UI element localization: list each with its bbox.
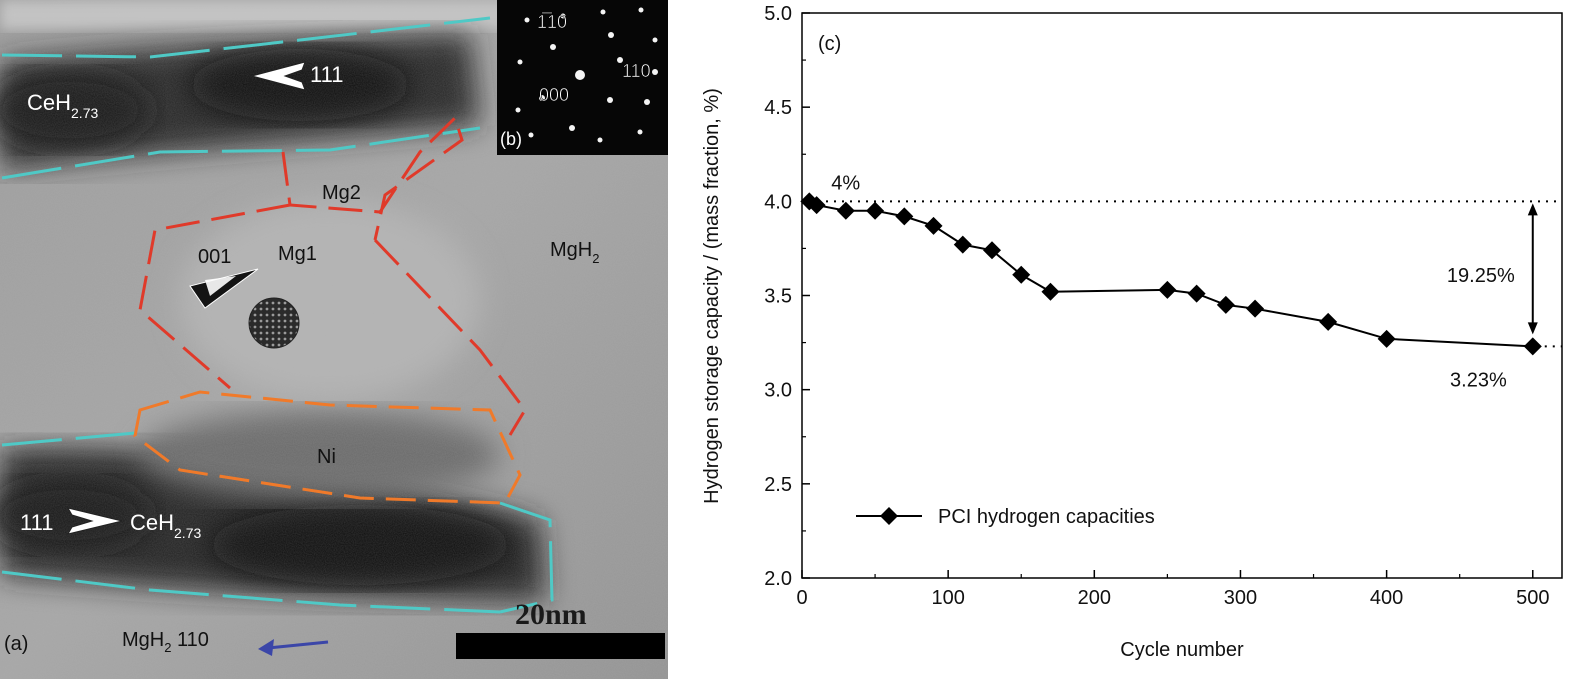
fft-pattern [248, 297, 300, 349]
arrow-111-bottom-icon [66, 507, 123, 535]
ceh-bottom-boundary-upper [1, 431, 136, 447]
y-axis-label: Hydrogen storage capacity / (mass fracti… [701, 88, 723, 504]
x-tick-label: 400 [1370, 587, 1403, 609]
x-tick-label: 300 [1224, 587, 1257, 609]
mg1-boundary [138, 203, 291, 390]
diffraction-label-000: 000 [539, 85, 569, 105]
data-point-marker [1041, 282, 1060, 301]
direction-001-label: 001 [198, 246, 231, 268]
y-tick-label: 2.0 [764, 568, 792, 590]
data-point-marker [924, 216, 943, 235]
panel-a-label: (a) [4, 633, 28, 655]
legend-marker-icon [880, 507, 898, 525]
y-tick-label: 4.0 [764, 191, 792, 213]
ceh-bottom-boundary-right [499, 501, 554, 614]
mgh2-label: MgH2 [550, 239, 599, 266]
ceh-bottom-label: CeH2.73 [130, 510, 201, 541]
arrow-111-top-icon [250, 61, 306, 91]
x-tick-label: 0 [796, 587, 807, 609]
legend-label: PCI hydrogen capacities [938, 506, 1155, 528]
ni-label: Ni [317, 446, 336, 468]
mgh2-110-note: MgH2 110 [122, 629, 209, 655]
data-point-marker [1216, 295, 1235, 314]
data-point-marker [1158, 280, 1177, 299]
x-tick-label: 100 [931, 587, 964, 609]
panel-b-label: (b) [500, 129, 522, 149]
data-point-marker [1523, 337, 1542, 356]
diffraction-inset: 1̅10 110 000 (b) [497, 0, 668, 155]
annotation-loss: 19.25% [1447, 265, 1515, 287]
scale-bar-label: 20nm [515, 598, 587, 631]
data-point-marker [836, 201, 855, 220]
ceh-top-boundary-lower [1, 126, 481, 180]
ceh-bottom-boundary-lower [1, 570, 501, 614]
data-point-marker [1319, 312, 1338, 331]
mg1-label: Mg1 [278, 243, 317, 265]
arrow-001-icon [189, 268, 259, 309]
data-point-marker [953, 235, 972, 254]
data-point-marker [866, 201, 885, 220]
ceh-top-boundary-upper [1, 16, 491, 59]
data-point-marker [1246, 299, 1265, 318]
series-line [808, 200, 1533, 348]
x-tick-label: 500 [1516, 587, 1549, 609]
tem-micrograph: 1̅10 110 000 (b) CeH2.73 111 CeH2.73 111… [0, 0, 668, 679]
direction-111-top-label: 111 [310, 62, 343, 87]
loss-arrow-head-down-icon [1527, 322, 1538, 335]
data-point-marker [1012, 265, 1031, 284]
direction-111-bottom-label: 111 [20, 510, 53, 535]
annotation-end-value: 3.23% [1450, 369, 1507, 391]
y-tick-label: 2.5 [764, 474, 792, 496]
diffraction-label-1b10: 1̅10 [537, 12, 567, 32]
y-tick-label: 3.0 [764, 380, 792, 402]
y-tick-label: 3.5 [764, 286, 792, 308]
data-point-marker [807, 196, 826, 215]
y-tick-label: 4.5 [764, 97, 792, 119]
data-point-marker [1187, 284, 1206, 303]
diffraction-label-110: 110 [622, 61, 651, 81]
annotation-start-value: 4% [831, 172, 860, 194]
loss-arrow-head-up-icon [1527, 203, 1538, 216]
panel-c-label: (c) [818, 33, 841, 55]
mgh2-direction-arrow-icon [258, 639, 329, 656]
ni-boundary [133, 390, 522, 505]
capacity-chart: (c) Cycle number Hydrogen storage capaci… [701, 3, 1563, 661]
mg2-boundary [281, 115, 464, 241]
data-point-marker [1377, 329, 1396, 348]
plot-frame [801, 12, 1563, 579]
ceh-top-label: CeH2.73 [27, 90, 98, 121]
data-point-marker [895, 207, 914, 226]
x-tick-label: 200 [1078, 587, 1111, 609]
data-point-marker [983, 241, 1001, 260]
y-tick-label: 5.0 [764, 3, 792, 25]
scale-bar [456, 633, 665, 659]
x-axis-label: Cycle number [1120, 639, 1244, 661]
mg2-label: Mg2 [322, 182, 361, 204]
mg1-boundary-right [373, 238, 527, 436]
